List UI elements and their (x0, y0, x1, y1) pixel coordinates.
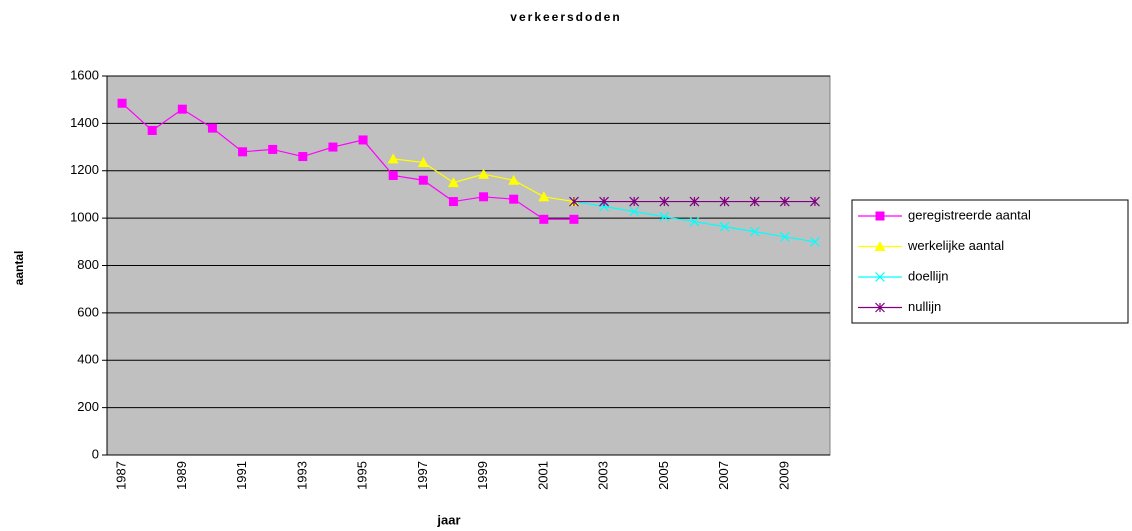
y-tick-label: 1400 (70, 115, 99, 130)
data-point (538, 191, 550, 202)
data-point (779, 196, 790, 207)
y-tick-label: 1000 (70, 210, 99, 225)
data-point (629, 196, 640, 207)
legend-label: doellijn (908, 268, 948, 283)
x-tick-label: 2007 (716, 461, 731, 490)
data-point (207, 123, 217, 133)
data-point (569, 214, 579, 224)
x-tick-label: 1997 (415, 461, 430, 490)
data-point (599, 201, 609, 212)
data-point (298, 152, 308, 162)
data-point (448, 197, 458, 207)
data-point (659, 196, 670, 207)
data-point (810, 236, 820, 247)
data-point (479, 192, 489, 202)
data-point (689, 216, 700, 227)
data-point (117, 98, 127, 108)
data-point (749, 226, 760, 237)
data-point (749, 196, 760, 207)
y-tick-label: 1200 (70, 162, 99, 177)
data-point (508, 174, 520, 185)
data-point (328, 142, 338, 152)
legend-marker (874, 241, 886, 251)
y-tick-label: 0 (92, 446, 99, 461)
data-point (629, 206, 640, 217)
y-tick-label: 200 (77, 399, 99, 414)
data-point (388, 170, 398, 180)
x-tick-label: 2005 (656, 461, 671, 490)
legend-label: geregistreerde aantal (908, 207, 1031, 222)
data-point (689, 196, 700, 207)
legend-marker (875, 211, 885, 221)
x-tick-label: 1993 (294, 461, 309, 490)
y-tick-label: 400 (77, 352, 99, 367)
x-tick-label: 1995 (355, 461, 370, 490)
y-tick-label: 600 (77, 304, 99, 319)
legend-label: werkelijke aantal (907, 238, 1004, 253)
legend-marker (875, 302, 885, 313)
x-axis-label: jaar (436, 512, 460, 527)
data-point (387, 153, 399, 164)
y-tick-label: 1600 (70, 67, 99, 82)
data-point (417, 156, 429, 167)
data-point (447, 177, 459, 188)
data-point (478, 168, 490, 179)
data-point (599, 196, 609, 207)
legend-box (851, 199, 1129, 324)
data-point (810, 196, 820, 207)
series-line (121, 102, 574, 220)
chart-title: verkeersdoden (510, 10, 621, 24)
data-point (418, 175, 428, 185)
x-tick-label: 1999 (475, 461, 490, 490)
data-point (539, 214, 549, 224)
data-point (779, 231, 790, 242)
x-tick-label: 1989 (174, 461, 189, 490)
legend-label: nullijn (908, 299, 941, 314)
legend-marker (875, 272, 885, 282)
data-point (719, 221, 730, 232)
x-tick-label: 2003 (596, 461, 611, 490)
data-point (358, 135, 368, 145)
legend: geregistreerde aantal werkelijke aantal do… (851, 199, 1129, 324)
x-tick-label: 1987 (114, 461, 129, 490)
x-tick-label: 2009 (776, 461, 791, 490)
data-point (659, 211, 670, 222)
x-tick-label: 2001 (535, 461, 550, 490)
data-point (147, 125, 157, 135)
data-point (177, 104, 187, 114)
data-point (238, 147, 248, 157)
data-point (719, 196, 730, 207)
y-tick-label: 800 (77, 257, 99, 272)
data-point (268, 144, 278, 154)
y-axis-label: aantal (12, 251, 26, 286)
data-point (569, 196, 579, 207)
x-tick-label: 1991 (234, 461, 249, 490)
data-point (509, 194, 519, 204)
